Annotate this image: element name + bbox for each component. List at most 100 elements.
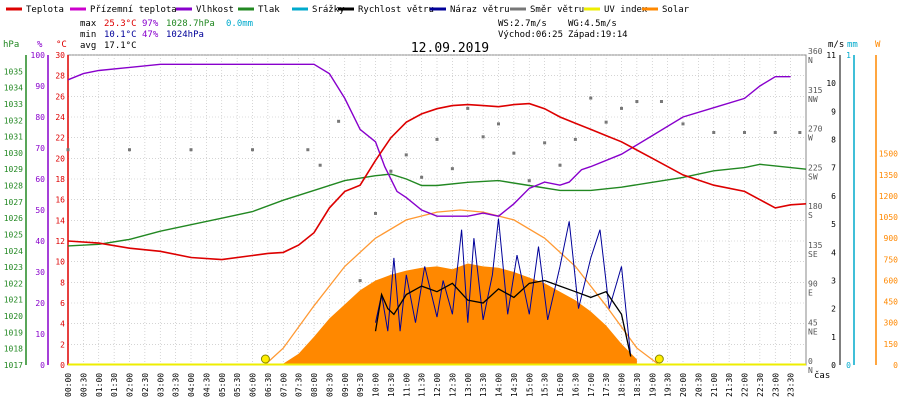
pressure-axis-tick: 1021	[4, 296, 23, 305]
time-tick: 20:00	[679, 373, 688, 397]
direction-tick: 180	[808, 202, 823, 211]
legend: Teplota Přízemní teplota Vlhkost Tlak Srážky…	[6, 5, 690, 15]
pressure-axis-tick: 1033	[4, 100, 23, 109]
stats-min-hum: 47%	[142, 30, 159, 40]
legend-label-9: Solar	[662, 5, 690, 15]
wind-tick: 10	[826, 79, 836, 88]
direction-tick: 225	[808, 163, 823, 172]
wind-tick: 5	[831, 220, 836, 229]
wind-tick: 9	[831, 107, 836, 116]
chart-date-title: 12.09.2019	[411, 41, 489, 56]
direction-point	[128, 148, 131, 152]
humidity-axis-tick: 90	[35, 82, 45, 91]
legend-label-6: Náraz větru	[450, 5, 510, 15]
time-tick: 09:30	[356, 373, 365, 397]
time-tick: 02:30	[141, 373, 150, 397]
direction-tick: 0	[808, 357, 813, 366]
pressure-axis-tick: 1017	[4, 361, 23, 370]
direction-point	[527, 179, 531, 183]
time-tick: 00:30	[79, 373, 88, 397]
temperature-axis-tick: 0	[60, 361, 65, 370]
unit-w: W	[875, 40, 881, 50]
pressure-axis-tick: 1018	[4, 345, 23, 354]
direction-point	[512, 151, 516, 155]
plot-area	[66, 63, 807, 366]
solar-tick: 750	[884, 255, 899, 264]
humidity-axis-tick: 80	[35, 113, 45, 122]
direction-point	[635, 100, 639, 103]
compass-tick: NW	[808, 95, 818, 104]
direction-point	[404, 153, 408, 157]
gust-line	[375, 218, 632, 357]
time-tick: 15:00	[525, 373, 534, 397]
solar-tick: 450	[884, 298, 899, 307]
direction-tick: 360	[808, 47, 823, 56]
temperature-axis-tick: 24	[55, 113, 65, 122]
direction-point	[420, 175, 424, 179]
compass-tick: N	[808, 56, 813, 65]
time-tick: 05:30	[233, 373, 242, 397]
temperature-axis-tick: 18	[55, 175, 65, 184]
time-tick: 13:00	[464, 373, 473, 397]
pressure-line	[67, 163, 807, 247]
humidity-line	[67, 63, 791, 217]
rain-tick: 1	[846, 51, 851, 60]
sunset-marker	[654, 354, 664, 364]
temperature-axis-tick: 14	[55, 216, 65, 225]
direction-point	[306, 148, 310, 152]
wind-gust-info: WG:4.5m/s	[568, 19, 617, 29]
humidity-axis-tick: 40	[35, 237, 45, 246]
pressure-axis-tick: 1031	[4, 133, 23, 142]
time-tick: 14:30	[510, 373, 519, 397]
time-tick: 00:00	[64, 373, 73, 397]
pressure-axis-tick: 1030	[4, 149, 23, 158]
direction-point	[389, 169, 393, 173]
time-tick: 10:00	[372, 373, 381, 397]
solar-tick: 600	[884, 276, 899, 285]
solar-tick: 0	[893, 361, 898, 370]
stats-max-hum: 97%	[142, 19, 159, 29]
direction-tick: 135	[808, 241, 823, 250]
stats-avg-label: avg	[80, 41, 96, 51]
direction-point	[466, 106, 470, 110]
pressure-axis-tick: 1024	[4, 247, 23, 256]
time-tick: 13:30	[479, 373, 488, 397]
compass-tick: SW	[808, 172, 818, 181]
pressure-axis-tick: 1034	[4, 84, 23, 93]
pressure-axis-tick: 1020	[4, 312, 23, 321]
temperature-axis-tick: 10	[55, 258, 65, 267]
compass-tick: S	[808, 211, 813, 220]
compass-tick: W	[808, 134, 813, 143]
stats-max-temp: 25.3°C	[104, 19, 137, 29]
time-tick: 11:00	[402, 373, 411, 397]
wind-speed-line	[374, 279, 632, 357]
time-tick: 17:30	[602, 373, 611, 397]
time-tick: 10:30	[387, 373, 396, 397]
direction-point	[573, 137, 577, 141]
compass-tick: E	[808, 289, 813, 298]
direction-point	[558, 163, 562, 167]
solar-tick: 1200	[879, 192, 898, 201]
direction-point	[589, 96, 593, 100]
compass-tick: NE	[808, 327, 818, 336]
time-tick: 05:00	[218, 373, 227, 397]
humidity-axis-tick: 70	[35, 144, 45, 153]
solar-tick: 150	[884, 340, 899, 349]
humidity-axis-tick: 30	[35, 268, 45, 277]
wind-tick: 2	[831, 305, 836, 314]
humidity-axis-tick: 60	[35, 175, 45, 184]
direction-point	[450, 167, 454, 171]
unit-mm: mm	[847, 40, 858, 50]
unit-pct: %	[37, 40, 43, 50]
time-tick: 12:00	[433, 373, 442, 397]
wind-tick: 0	[831, 361, 836, 370]
compass-tick: N	[808, 366, 813, 375]
stats-avg-temp: 17.1°C	[104, 41, 137, 51]
sunrise-marker	[260, 354, 270, 364]
wind-tick: 11	[826, 51, 836, 60]
time-tick: 19:30	[664, 373, 673, 397]
pressure-axis-tick: 1026	[4, 214, 23, 223]
unit-hpa: hPa	[3, 40, 19, 50]
legend-label-7: Směr větru	[530, 5, 584, 15]
